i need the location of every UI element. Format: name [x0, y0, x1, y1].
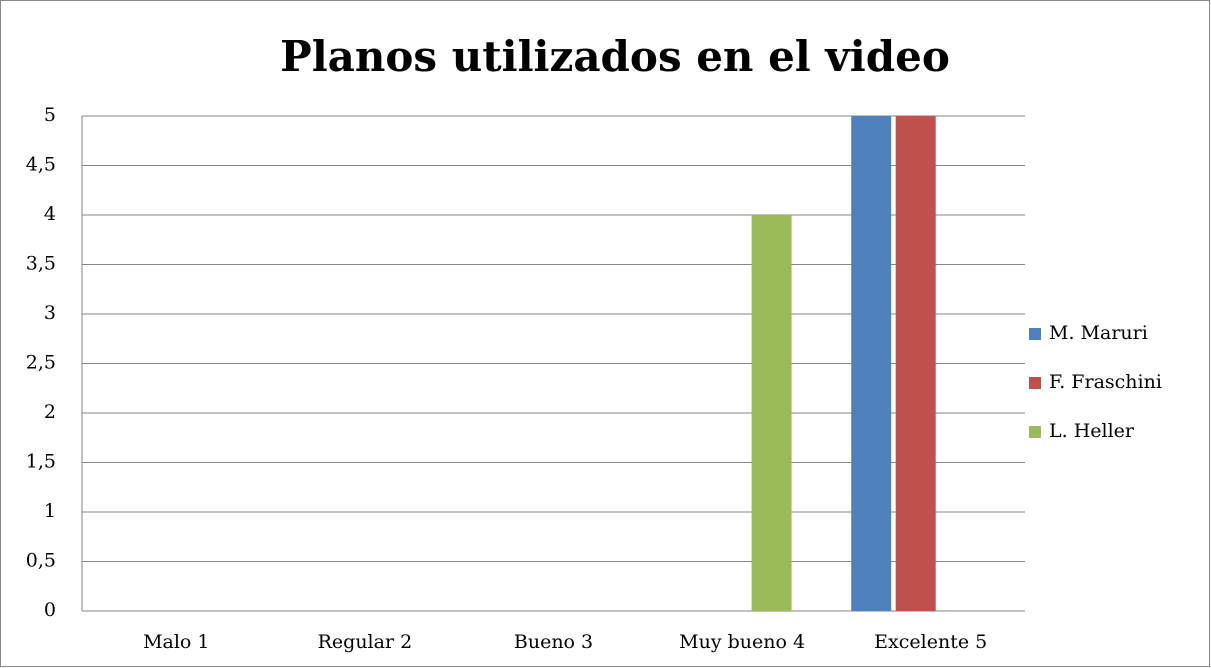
- x-tick-label: Malo 1: [143, 631, 209, 653]
- chart-title: Planos utilizados en el video: [280, 32, 950, 81]
- y-tick-label: 1,5: [26, 451, 56, 473]
- legend-label: M. Maruri: [1049, 322, 1148, 344]
- y-tick-label: 2: [44, 401, 56, 423]
- y-tick-label: 0: [44, 599, 56, 621]
- bar: [851, 116, 892, 611]
- y-tick-label: 4,5: [26, 154, 56, 176]
- bar: [895, 116, 936, 611]
- legend-label: F. Fraschini: [1049, 371, 1162, 393]
- legend-swatch: [1029, 426, 1041, 438]
- y-tick-label: 4: [44, 203, 56, 225]
- legend-label: L. Heller: [1049, 420, 1135, 442]
- x-tick-label: Muy bueno 4: [679, 631, 805, 653]
- y-tick-label: 5: [44, 104, 56, 126]
- bar: [751, 215, 792, 611]
- y-tick-label: 3: [44, 302, 56, 324]
- y-tick-label: 0,5: [26, 550, 56, 572]
- x-tick-label: Regular 2: [318, 631, 413, 653]
- legend-swatch: [1029, 328, 1041, 340]
- legend-swatch: [1029, 377, 1041, 389]
- y-tick-label: 1: [44, 500, 56, 522]
- x-tick-label: Excelente 5: [874, 631, 987, 653]
- y-tick-label: 2,5: [26, 352, 56, 374]
- y-tick-label: 3,5: [26, 253, 56, 275]
- x-tick-label: Bueno 3: [514, 631, 593, 653]
